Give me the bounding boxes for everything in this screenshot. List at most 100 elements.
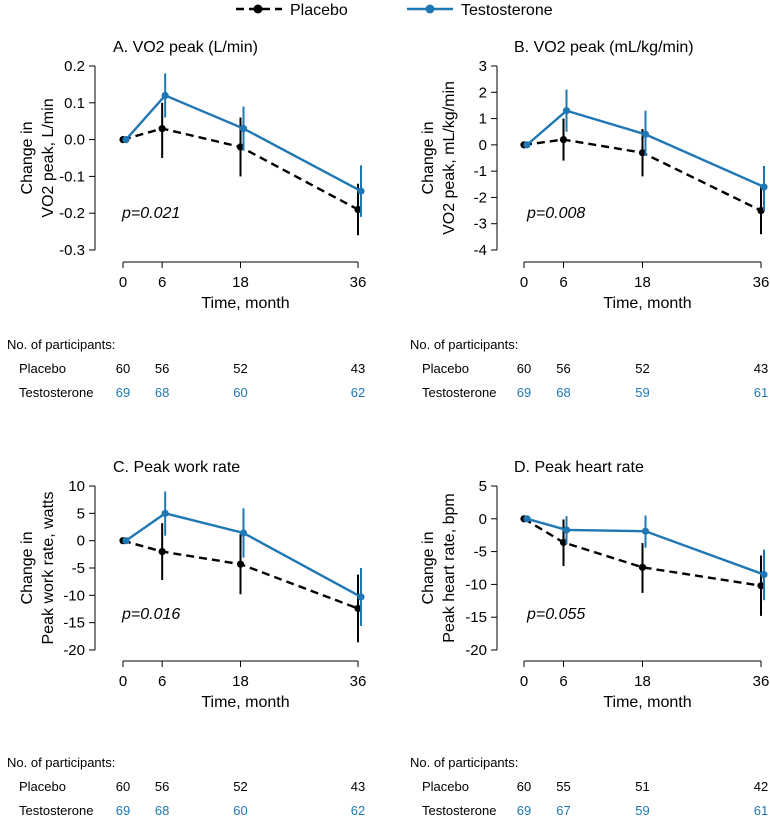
panel-title: A. VO2 peak (L/min) — [113, 39, 258, 56]
data-point — [757, 582, 765, 590]
participants-count-placebo: 60 — [517, 361, 531, 376]
x-tick-label: 36 — [753, 274, 770, 291]
x-axis-label: Time, month — [201, 694, 289, 711]
y-tick-label: -15 — [465, 609, 487, 626]
x-tick-label: 18 — [232, 274, 249, 291]
y-tick-label: 5 — [479, 478, 487, 495]
data-point — [760, 183, 768, 191]
x-tick-label: 0 — [520, 673, 528, 690]
data-point — [357, 187, 365, 195]
panel-title: C. Peak work rate — [113, 459, 240, 476]
y-axis-label: VO2 peak, mL/kg/min — [441, 81, 458, 235]
p-value: p=0.021 — [121, 205, 180, 222]
participants-count-placebo: 52 — [233, 361, 247, 376]
data-point — [236, 143, 245, 151]
participants-count-placebo: 43 — [351, 779, 365, 794]
data-point — [523, 515, 531, 523]
data-point — [559, 136, 568, 144]
participants-count-testosterone: 62 — [351, 385, 365, 400]
participants-count-testosterone: 69 — [116, 385, 130, 400]
data-point — [638, 563, 647, 571]
data-point — [523, 141, 531, 149]
y-tick-label: -1 — [474, 163, 487, 180]
y-tick-label: 0.0 — [64, 132, 85, 149]
x-axis-label: Time, month — [201, 295, 289, 312]
participants-count-placebo: 55 — [556, 779, 570, 794]
data-point — [122, 136, 130, 144]
y-axis-label: Peak work rate, watts — [40, 492, 57, 645]
participants-table: No. of participants: Placebo Testosterone 6… — [410, 337, 768, 400]
participants-count-testosterone: 69 — [116, 803, 130, 818]
series-line — [523, 517, 762, 587]
participants-count-placebo: 56 — [155, 779, 169, 794]
participants-row-label: Placebo — [19, 779, 66, 794]
panel-d: D. Peak heart rate 5 0 -5 -10 -15 -20 Change in… — [410, 459, 769, 818]
y-tick-label: -0.3 — [59, 242, 85, 259]
participants-table: No. of participants: Placebo Testosterone 6… — [7, 755, 365, 818]
data-point — [354, 604, 362, 613]
data-point — [158, 548, 166, 556]
y-tick-label: -0.1 — [59, 168, 85, 185]
participants-count-testosterone: 60 — [233, 803, 247, 818]
participants-count-placebo: 51 — [635, 779, 649, 794]
y-tick-label: -3 — [474, 216, 487, 233]
data-point — [158, 124, 166, 133]
y-axis-label: VO2 peak, L/min — [40, 98, 57, 217]
y-tick-label: 0 — [77, 533, 85, 550]
data-point — [161, 509, 169, 517]
data-point — [236, 560, 245, 568]
p-value: p=0.055 — [526, 606, 585, 623]
legend-placebo-marker — [253, 4, 263, 14]
data-point — [161, 91, 169, 100]
data-point — [638, 149, 647, 157]
legend: Placebo Testosterone — [236, 2, 553, 19]
panel-title: D. Peak heart rate — [514, 459, 644, 476]
participants-count-placebo: 60 — [116, 361, 130, 376]
legend-testosterone-label: Testosterone — [461, 2, 553, 19]
x-tick-label: 6 — [158, 673, 166, 690]
y-axis-label: Change in — [19, 122, 36, 195]
participants-table: No. of participants: Placebo Testosterone 6… — [410, 755, 768, 818]
series-testosterone — [523, 515, 768, 601]
participants-count-testosterone: 62 — [351, 803, 365, 818]
participants-count-testosterone: 60 — [233, 385, 247, 400]
series-testosterone — [523, 89, 768, 211]
data-point — [562, 107, 571, 115]
participants-row-label: Testosterone — [19, 385, 93, 400]
data-point — [562, 526, 571, 534]
participants-count-placebo: 60 — [116, 779, 130, 794]
y-tick-label: -10 — [63, 587, 85, 604]
participants-count-placebo: 52 — [635, 361, 649, 376]
y-tick-label: -5 — [474, 544, 487, 561]
y-tick-label: -5 — [72, 560, 85, 577]
participants-table: No. of participants: Placebo Testosterone 6… — [7, 337, 365, 400]
series-line — [125, 512, 362, 599]
x-tick-label: 36 — [753, 673, 770, 690]
x-tick-label: 18 — [232, 673, 249, 690]
participants-count-testosterone: 61 — [754, 385, 768, 400]
p-value: p=0.008 — [526, 205, 585, 222]
panels: A. VO2 peak (L/min) 0.2 0.1 0.0 -0.1 -0.2 -0.3… — [7, 39, 769, 818]
x-axis-label: Time, month — [603, 694, 691, 711]
y-tick-label: 2 — [479, 84, 487, 101]
panel-c: C. Peak work rate 10 5 0 -5 -10 -15 -20 Change i… — [7, 459, 366, 818]
y-tick-label: -20 — [63, 642, 85, 659]
participants-count-testosterone: 68 — [155, 385, 169, 400]
participants-count-placebo: 43 — [754, 361, 768, 376]
data-point — [757, 206, 765, 215]
participants-count-placebo: 60 — [517, 779, 531, 794]
y-tick-label: 0 — [479, 137, 487, 154]
data-point — [760, 570, 768, 579]
series-placebo — [119, 523, 362, 643]
y-tick-label: -20 — [465, 642, 487, 659]
participants-row-label: Testosterone — [19, 803, 93, 818]
panel-b: B. VO2 peak (mL/kg/min) 3 2 1 0 -1 -2 -3 -4 Chang… — [410, 39, 769, 400]
x-tick-label: 6 — [559, 274, 567, 291]
x-tick-label: 6 — [158, 274, 166, 291]
x-tick-label: 0 — [119, 673, 127, 690]
y-tick-label: -2 — [474, 189, 487, 206]
x-tick-label: 0 — [119, 274, 127, 291]
y-axis-label: Change in — [420, 532, 437, 605]
y-tick-label: 1 — [479, 111, 487, 128]
participants-count-testosterone: 59 — [635, 803, 649, 818]
